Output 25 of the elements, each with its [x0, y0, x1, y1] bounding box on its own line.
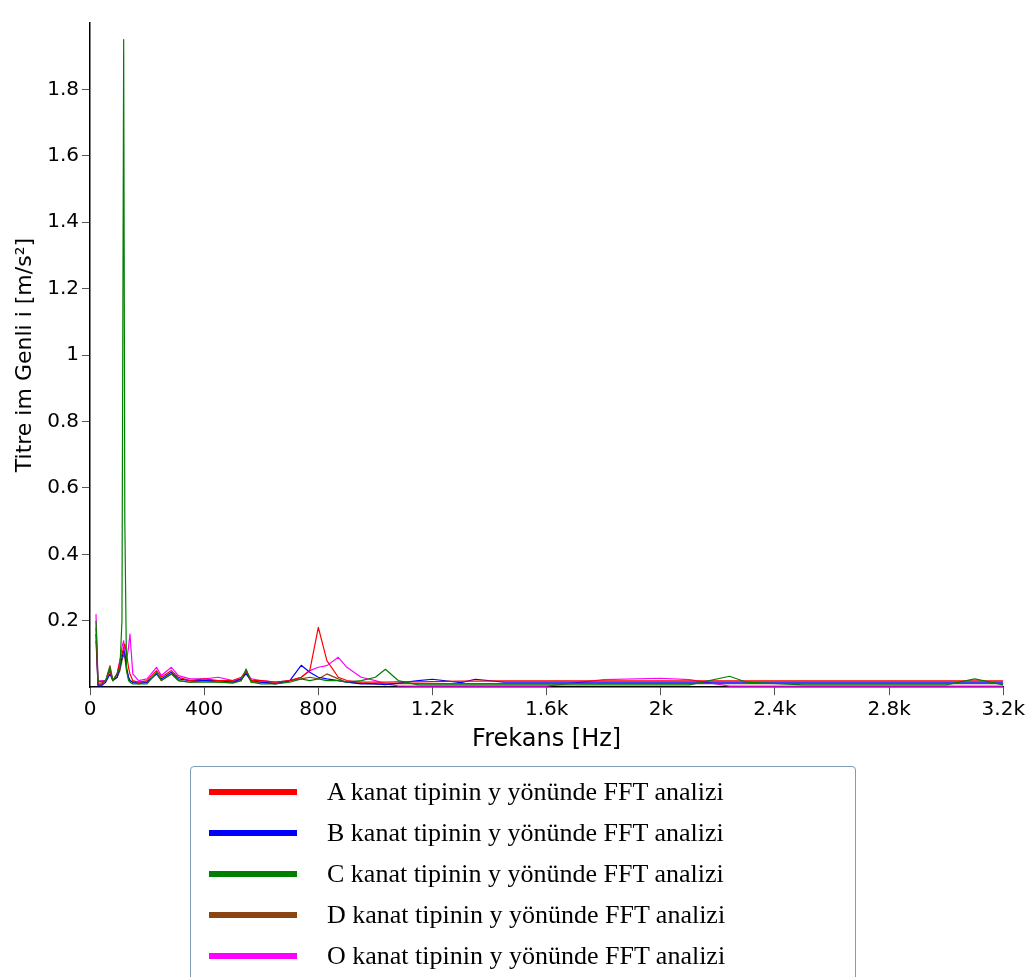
y-tick-label: 0.8 [47, 407, 79, 432]
legend-label: C kanat tipinin y yönünde FFT analizi [327, 858, 724, 889]
x-tick-label: 0 [83, 696, 97, 721]
legend-label: A kanat tipinin y yönünde FFT analizi [327, 776, 724, 807]
x-tick-label: 1.2k [410, 696, 455, 721]
x-axis-title: Frekans [Hz] [472, 723, 622, 752]
y-axis-title: Titre im Genli i [m/s²] [10, 237, 36, 474]
x-tick-label: 400 [185, 696, 224, 721]
y-tick-label: 1.4 [47, 208, 79, 233]
y-tick-label: 0.6 [47, 474, 79, 499]
x-tick-label: 2k [648, 696, 674, 721]
y-tick-label: 1.6 [47, 142, 79, 167]
x-tick-label: 800 [299, 696, 338, 721]
x-tick-label: 1.6k [524, 696, 569, 721]
y-tick-label: 1.2 [47, 274, 79, 299]
x-tick-label: 3.2k [981, 696, 1026, 721]
y-tick-label: 0.4 [47, 540, 79, 565]
legend-label: D kanat tipinin y yönünde FFT analizi [327, 899, 726, 930]
legend-label: B kanat tipinin y yönünde FFT analizi [327, 817, 724, 848]
y-tick-label: 1.8 [47, 75, 79, 100]
x-tick-label: 2.8k [867, 696, 912, 721]
x-tick-label: 2.4k [753, 696, 798, 721]
y-tick-label: 0.2 [47, 606, 79, 631]
legend-label: O kanat tipinin y yönünde FFT analizi [327, 940, 726, 971]
y-tick-label: 1 [66, 341, 79, 366]
